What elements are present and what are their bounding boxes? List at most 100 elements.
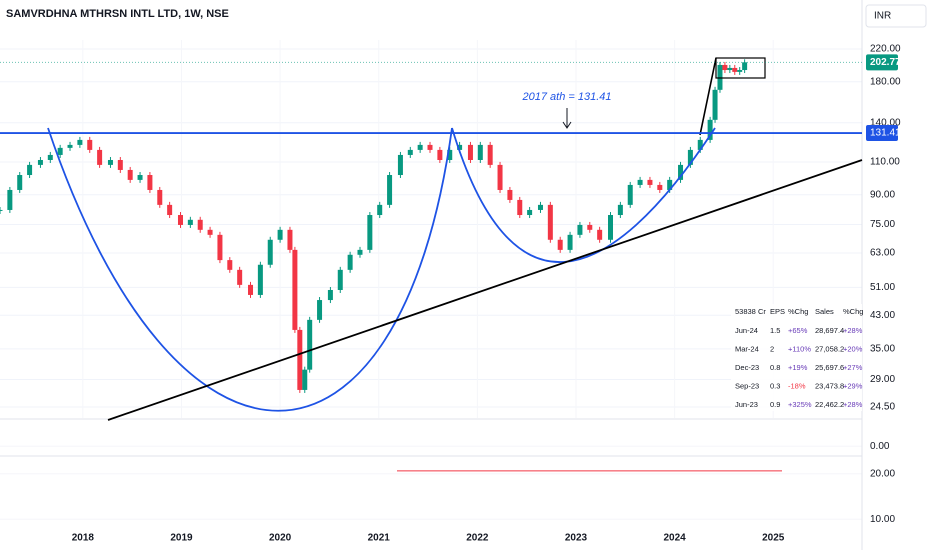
table-cell: 0.9 bbox=[770, 400, 780, 409]
table-cell: 25,697.6 bbox=[815, 363, 844, 372]
candle-body bbox=[287, 229, 293, 250]
candle-body bbox=[137, 175, 143, 180]
candle-body bbox=[27, 164, 33, 176]
candle-body bbox=[577, 224, 583, 235]
candle-body bbox=[167, 204, 173, 216]
candle-body bbox=[257, 264, 263, 295]
candle-body bbox=[707, 119, 713, 140]
candle-body bbox=[317, 300, 323, 320]
trend-line bbox=[107, 159, 863, 421]
candle-body bbox=[207, 229, 213, 235]
candle-body bbox=[17, 175, 23, 190]
cup-curve bbox=[47, 127, 453, 412]
table-cell: +20% bbox=[843, 344, 863, 353]
candle-body bbox=[248, 284, 254, 295]
candle-body bbox=[157, 189, 163, 205]
candle-body bbox=[667, 179, 673, 190]
candle-body bbox=[227, 260, 233, 270]
candle-body bbox=[467, 144, 473, 160]
candle-body bbox=[117, 159, 123, 170]
candle-body bbox=[737, 70, 743, 72]
y-tick-label: 75.00 bbox=[870, 219, 895, 230]
table-header: %Chg bbox=[843, 307, 863, 316]
y-tick-label: 220.00 bbox=[870, 44, 901, 55]
currency: INR bbox=[874, 11, 891, 22]
candle-body bbox=[407, 149, 413, 155]
candles bbox=[0, 59, 748, 393]
candle-body bbox=[327, 289, 333, 301]
candle-body bbox=[387, 175, 393, 205]
candle-body bbox=[507, 189, 513, 200]
candle-body bbox=[722, 64, 728, 71]
candle-body bbox=[727, 67, 733, 71]
level-tag bbox=[866, 125, 898, 142]
arrow-head bbox=[562, 121, 572, 129]
candle-body bbox=[567, 234, 573, 250]
candle-body bbox=[457, 144, 463, 150]
candle-body bbox=[717, 64, 723, 90]
candle-body bbox=[147, 175, 153, 190]
y-tick-label: 0.00 bbox=[870, 441, 890, 452]
x-tick-label: 2021 bbox=[368, 533, 391, 544]
y-tick-label: 140.00 bbox=[870, 117, 901, 128]
candle-body bbox=[302, 369, 308, 390]
candle-body bbox=[67, 144, 73, 148]
table-cell: Jun-23 bbox=[735, 400, 758, 409]
table-cell: 0.8 bbox=[770, 363, 780, 372]
candle-body bbox=[517, 199, 523, 216]
table-cell: +28% bbox=[843, 400, 863, 409]
table-cell: 2 bbox=[770, 344, 774, 353]
candle-body bbox=[47, 154, 53, 160]
candle-body bbox=[57, 147, 63, 155]
x-tick-label: 2018 bbox=[72, 533, 95, 544]
x-tick-label: 2022 bbox=[466, 533, 489, 544]
y-tick-label: 24.50 bbox=[870, 402, 895, 413]
table-cell: +29% bbox=[843, 381, 863, 390]
candle-body bbox=[267, 239, 273, 265]
x-tick-label: 2020 bbox=[269, 533, 292, 544]
y-tick-label: 35.00 bbox=[870, 343, 895, 354]
candle-body bbox=[307, 319, 313, 370]
chart-title: SAMVRDHNA MTHRSN INTL LTD, 1W, NSE bbox=[6, 8, 229, 20]
candle-body bbox=[397, 154, 403, 176]
table-cell: 28,697.4 bbox=[815, 326, 844, 335]
y-tick-label: 29.00 bbox=[870, 374, 895, 385]
table-cell: Dec-23 bbox=[735, 363, 759, 372]
candle-body bbox=[217, 234, 223, 261]
candle-body bbox=[627, 184, 633, 205]
candle-body bbox=[487, 144, 493, 165]
candle-body bbox=[127, 169, 133, 180]
table-header: EPS bbox=[770, 307, 785, 316]
currency-box[interactable] bbox=[865, 4, 927, 28]
candle-body bbox=[357, 249, 363, 255]
y-tick-label: 51.00 bbox=[870, 282, 895, 293]
candle-body bbox=[87, 139, 93, 150]
table-cell: +110% bbox=[788, 344, 811, 353]
table-cell: 23,473.8 bbox=[815, 381, 844, 390]
candle-body bbox=[597, 229, 603, 240]
table-cell: 0.3 bbox=[770, 381, 780, 390]
table-cell: +28% bbox=[843, 326, 863, 335]
candle-body bbox=[337, 269, 343, 290]
breakout-line bbox=[699, 57, 717, 136]
candle-body bbox=[377, 204, 383, 216]
candle-body bbox=[697, 139, 703, 150]
table-cell: 1.5 bbox=[770, 326, 780, 335]
candle-body bbox=[187, 219, 193, 225]
candle-body bbox=[608, 215, 614, 240]
candle-body bbox=[527, 209, 533, 216]
x-tick-label: 2023 bbox=[565, 533, 588, 544]
candle-body bbox=[617, 204, 623, 216]
candle-body bbox=[557, 239, 563, 250]
consolidation-box bbox=[715, 57, 766, 79]
x-tick-label: 2019 bbox=[170, 533, 193, 544]
candle-body bbox=[647, 179, 653, 185]
y-tick-label: 110.00 bbox=[870, 157, 900, 168]
y-tick-label: 90.00 bbox=[870, 189, 895, 200]
level-label: 131.41 bbox=[870, 128, 901, 139]
candle-body bbox=[77, 139, 83, 145]
table-bg bbox=[731, 304, 862, 411]
